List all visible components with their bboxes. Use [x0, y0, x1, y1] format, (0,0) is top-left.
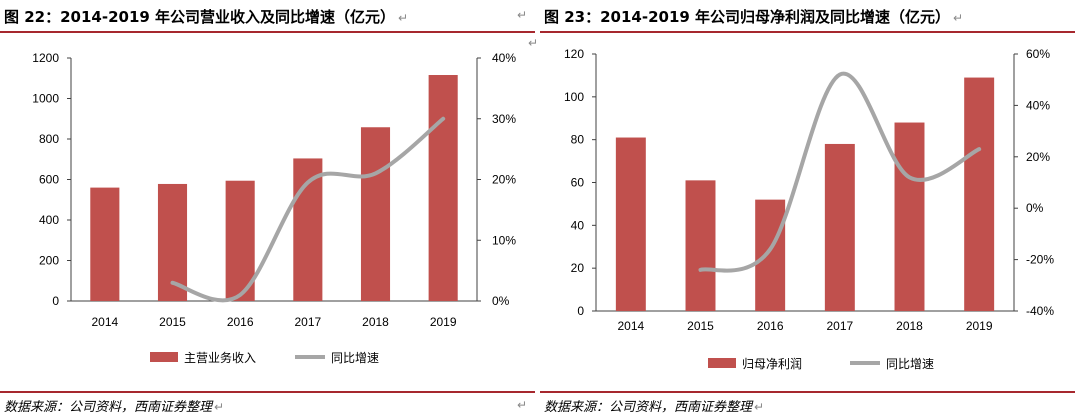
growth-rate-line [698, 71, 982, 273]
category-label: 2018 [362, 315, 389, 329]
bar [964, 77, 995, 311]
bar [360, 127, 391, 301]
source-note: 数据来源：公司资料，西南证券整理 ↵ [4, 400, 225, 415]
category-label: 2014 [91, 315, 118, 329]
bar [90, 187, 120, 301]
right-tick-label: 30% [492, 112, 516, 126]
left-tick-label: 100 [564, 90, 584, 104]
right-tick-label: 40% [492, 51, 516, 65]
left-tick-label: 60 [571, 176, 585, 190]
chart-title: 图 22：2014-2019 年公司营业收入及同比增速（亿元） ↵ [4, 8, 409, 26]
right-tick-label: 20% [1026, 150, 1050, 164]
source-rule [540, 391, 1075, 393]
category-label: 2017 [294, 315, 321, 329]
category-label: 2017 [826, 319, 853, 333]
category-label: 2018 [896, 319, 923, 333]
left-tick-label: 800 [39, 132, 59, 146]
left-tick-label: 0 [52, 294, 59, 308]
revenue-chart-panel: 图 22：2014-2019 年公司营业收入及同比增速（亿元） ↵ 0 200 400… [0, 0, 535, 419]
legend-swatch-bar [708, 358, 736, 368]
left-tick-label: 0 [577, 304, 584, 318]
right-tick-label: 10% [492, 233, 516, 247]
right-tick-label: 0% [1026, 201, 1044, 215]
growth-rate-line [170, 116, 446, 303]
left-tick-label: 20 [571, 261, 585, 275]
category-label: 2019 [966, 319, 993, 333]
legend-label: 归母净利润 [742, 357, 802, 371]
paragraph-mark: ↵ [517, 8, 528, 22]
left-tick-label: 200 [39, 254, 59, 268]
right-tick-label: 60% [1026, 47, 1050, 61]
left-tick-label: 600 [39, 173, 59, 187]
source-note: 数据来源：公司资料，西南证券整理 ↵ [544, 400, 765, 415]
right-tick-label: 20% [492, 173, 516, 187]
title-rule [0, 31, 535, 33]
left-tick-label: 1200 [32, 51, 59, 65]
right-tick-label: 40% [1026, 98, 1050, 112]
legend-label: 主营业务收入 [184, 350, 256, 365]
paragraph-mark: ↵ [517, 398, 528, 412]
legend-swatch-bar [150, 352, 178, 362]
paragraph-mark: ↵ [528, 36, 539, 50]
profit-chart-panel: 图 23：2014-2019 年公司归母净利润及同比增速（亿元） ↵ 0 20 40 6… [540, 0, 1075, 419]
title-rule [540, 31, 1075, 33]
category-label: 2016 [227, 315, 254, 329]
bar [615, 137, 646, 311]
category-label: 2019 [430, 315, 457, 329]
chart-title: 图 23：2014-2019 年公司归母净利润及同比增速（亿元） ↵ [544, 8, 964, 26]
left-tick-label: 40 [571, 218, 585, 232]
left-tick-label: 400 [39, 213, 59, 227]
category-label: 2014 [617, 319, 644, 333]
bar [293, 158, 323, 301]
right-tick-label: -20% [1026, 253, 1054, 267]
category-label: 2016 [757, 319, 784, 333]
bar [755, 199, 786, 311]
bar [894, 122, 925, 312]
left-tick-label: 1000 [32, 92, 59, 106]
category-label: 2015 [687, 319, 714, 333]
left-tick-label: 80 [571, 133, 585, 147]
bar [428, 75, 458, 301]
bar [685, 180, 716, 311]
right-tick-label: 0% [492, 294, 510, 308]
category-label: 2015 [159, 315, 186, 329]
revenue-chart: 0 200 400 600 800 1000 1200 0% 10% 20% 30% 40% 2014 2… [32, 51, 516, 365]
bar [824, 143, 855, 311]
source-rule [0, 391, 535, 393]
legend-label: 同比增速 [331, 351, 379, 365]
profit-chart: 0 20 40 60 80 100 120 -40% -20% 0% 20% 40% 60% 2014 20… [564, 47, 1054, 371]
legend-label: 同比增速 [886, 357, 934, 371]
left-tick-label: 120 [564, 47, 584, 61]
right-tick-label: -40% [1026, 304, 1054, 318]
